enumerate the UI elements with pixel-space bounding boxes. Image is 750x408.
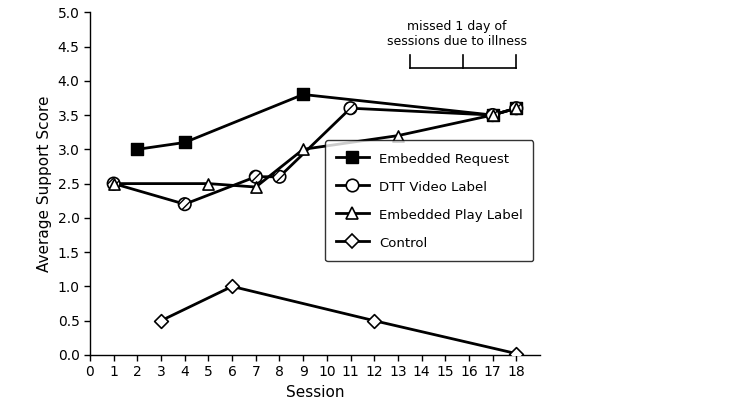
Point	[392, 132, 404, 139]
X-axis label: Session: Session	[286, 385, 344, 400]
Point	[344, 105, 356, 111]
Point	[487, 112, 499, 118]
Point	[178, 201, 190, 207]
Point	[226, 283, 238, 290]
Point	[108, 180, 120, 187]
Point	[510, 105, 522, 111]
Point	[250, 173, 262, 180]
Legend: Embedded Request, DTT Video Label, Embedded Play Label, Control: Embedded Request, DTT Video Label, Embed…	[325, 140, 533, 261]
Point	[250, 184, 262, 190]
Point	[178, 139, 190, 146]
Point	[131, 146, 143, 153]
Point	[108, 180, 120, 187]
Point	[368, 317, 380, 324]
Point	[297, 146, 309, 153]
Y-axis label: Average Support Score: Average Support Score	[37, 95, 52, 272]
Point	[510, 105, 522, 111]
Point	[487, 112, 499, 118]
Point	[202, 180, 214, 187]
Point	[274, 173, 286, 180]
Text: missed 1 day of
sessions due to illness: missed 1 day of sessions due to illness	[387, 20, 527, 49]
Point	[487, 112, 499, 118]
Point	[297, 91, 309, 98]
Point	[155, 317, 167, 324]
Point	[510, 105, 522, 111]
Point	[510, 350, 522, 357]
